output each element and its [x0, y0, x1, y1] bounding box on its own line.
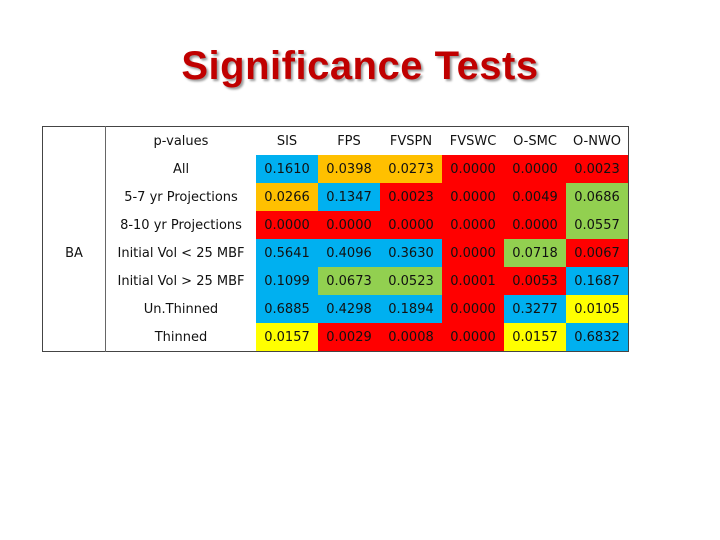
column-header: O-SMC	[513, 133, 557, 149]
value-cell: 0.0000	[442, 295, 504, 323]
value-cell: 0.6832	[566, 323, 629, 352]
value-cell: 0.0686	[566, 183, 629, 211]
table-row: Thinned 0.0157 0.0029 0.0008 0.0000 0.01…	[43, 323, 629, 352]
column-header: SIS	[276, 133, 298, 149]
value-cell: 0.1347	[318, 183, 380, 211]
value-cell: 0.0000	[442, 183, 504, 211]
column-header: O-NWO	[572, 133, 622, 149]
value-cell: 0.0001	[442, 267, 504, 295]
value-cell: 0.0157	[504, 323, 566, 352]
value-cell: 0.0105	[566, 295, 629, 323]
row-label: Initial Vol < 25 MBF	[117, 245, 245, 261]
row-label: Un.Thinned	[143, 301, 219, 317]
significance-table: p-values SIS FPS FVSPN FVSWC O-SMC O-NWO…	[42, 126, 629, 352]
value-cell: 0.1894	[380, 295, 442, 323]
value-cell: 0.3630	[380, 239, 442, 267]
value-cell: 0.0273	[380, 155, 442, 183]
row-label: All	[172, 161, 190, 177]
value-cell: 0.0053	[504, 267, 566, 295]
value-cell: 0.0000	[380, 211, 442, 239]
value-cell: 0.0023	[566, 155, 629, 183]
value-cell: 0.0000	[442, 239, 504, 267]
value-cell: 0.0000	[442, 323, 504, 352]
value-cell: 0.0157	[256, 323, 318, 352]
value-cell: 0.5641	[256, 239, 318, 267]
column-header: FVSWC	[449, 133, 497, 149]
row-label: 8-10 yr Projections	[120, 217, 242, 233]
table-header-row: p-values SIS FPS FVSPN FVSWC O-SMC O-NWO	[42, 126, 629, 155]
value-cell: 0.3277	[504, 295, 566, 323]
value-cell: 0.0049	[504, 183, 566, 211]
column-header: FPS	[337, 133, 361, 149]
value-cell: 0.0000	[256, 211, 318, 239]
value-cell: 0.0000	[442, 211, 504, 239]
row-label: Thinned	[154, 329, 208, 345]
value-cell: 0.0000	[318, 211, 380, 239]
value-cell: 0.0023	[380, 183, 442, 211]
value-cell: 0.0718	[504, 239, 566, 267]
value-cell: 0.0266	[256, 183, 318, 211]
value-cell: 0.0008	[380, 323, 442, 352]
value-cell: 0.6885	[256, 295, 318, 323]
table-row: Un.Thinned 0.6885 0.4298 0.1894 0.0000 0…	[43, 295, 629, 323]
group-label-ba: BA	[42, 155, 106, 352]
value-cell: 0.4298	[318, 295, 380, 323]
value-cell: 0.0029	[318, 323, 380, 352]
row-label: Initial Vol > 25 MBF	[117, 273, 245, 289]
value-cell: 0.1099	[256, 267, 318, 295]
value-cell: 0.1610	[256, 155, 318, 183]
table-row: BA All 0.1610 0.0398 0.0273 0.0000 0.000…	[42, 155, 629, 352]
table-row: Initial Vol > 25 MBF 0.1099 0.0673 0.052…	[43, 267, 629, 295]
value-cell: 0.0000	[442, 155, 504, 183]
value-cell: 0.0523	[380, 267, 442, 295]
table-row: Initial Vol < 25 MBF 0.5641 0.4096 0.363…	[43, 239, 629, 267]
row-label: 5-7 yr Projections	[124, 189, 238, 205]
value-cell: 0.0398	[318, 155, 380, 183]
column-header: FVSPN	[389, 133, 433, 149]
value-cell: 0.0557	[566, 211, 629, 239]
header-pvalues-label: p-values	[153, 133, 209, 149]
value-cell: 0.0000	[504, 155, 566, 183]
header-stub-cell	[42, 126, 106, 155]
value-cell: 0.0067	[566, 239, 629, 267]
table-row: 5-7 yr Projections 0.0266 0.1347 0.0023 …	[43, 183, 629, 211]
table-row: 8-10 yr Projections 0.0000 0.0000 0.0000…	[43, 211, 629, 239]
value-cell: 0.0673	[318, 267, 380, 295]
value-cell: 0.1687	[566, 267, 629, 295]
value-cell: 0.4096	[318, 239, 380, 267]
value-cell: 0.0000	[504, 211, 566, 239]
slide-title: Significance Tests	[181, 44, 539, 88]
